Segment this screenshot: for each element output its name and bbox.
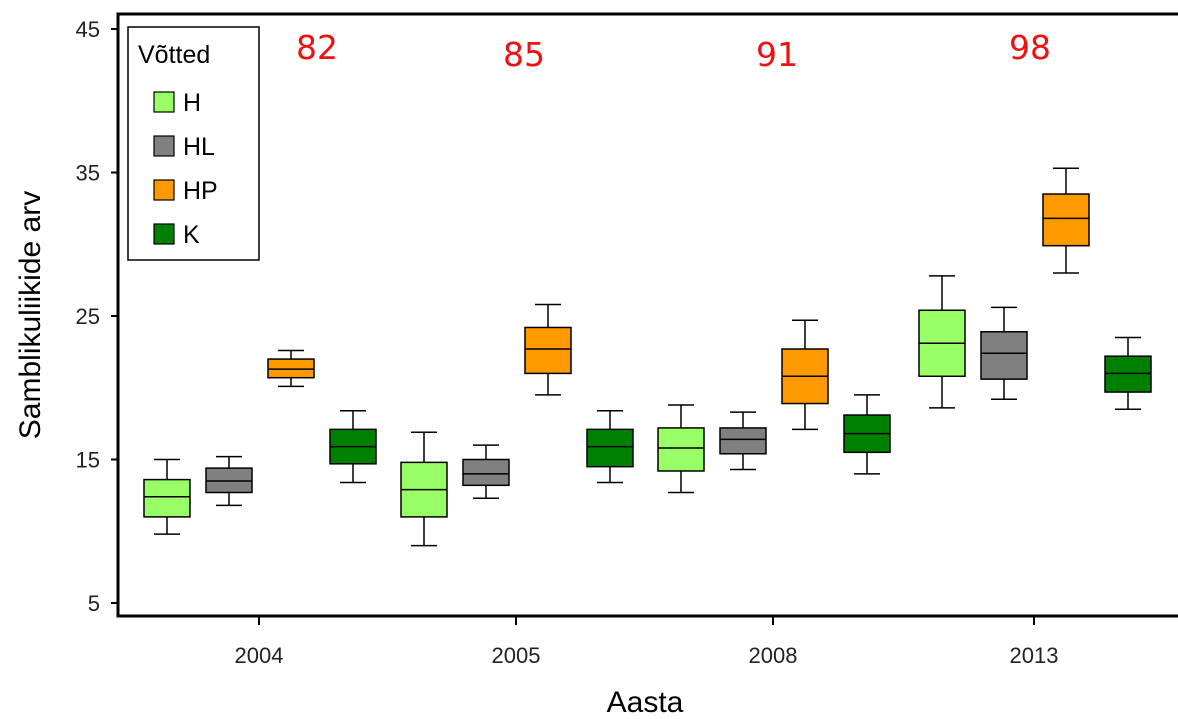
y-tick-label: 5 bbox=[88, 591, 100, 616]
legend: Võtted H HL HP K bbox=[127, 26, 260, 261]
legend-label-h: H bbox=[183, 89, 201, 117]
box-hl-2008 bbox=[719, 411, 767, 471]
box-iqr bbox=[657, 427, 705, 472]
boxes-layer bbox=[143, 167, 1152, 547]
box-k-2004 bbox=[329, 409, 377, 484]
x-tick-label: 2013 bbox=[1010, 643, 1059, 668]
box-h-2013 bbox=[918, 275, 966, 409]
legend-title: Võtted bbox=[138, 41, 210, 69]
box-hp-2013 bbox=[1042, 167, 1090, 274]
box-k-2005 bbox=[586, 409, 634, 484]
box-hp-2005 bbox=[524, 303, 572, 396]
box-iqr bbox=[586, 428, 634, 468]
count-annotation: 91 bbox=[756, 35, 798, 74]
legend-swatch-hp bbox=[153, 179, 175, 201]
count-annotation: 85 bbox=[503, 35, 545, 74]
legend-swatch-k bbox=[153, 223, 175, 245]
y-tick-label: 15 bbox=[76, 448, 100, 473]
legend-label-k: K bbox=[183, 221, 200, 249]
box-hl-2013 bbox=[980, 306, 1028, 400]
legend-swatch-h bbox=[153, 91, 175, 113]
box-h-2004 bbox=[143, 458, 191, 535]
count-annotations: 82 85 91 98 bbox=[296, 28, 1051, 74]
y-tick-label: 45 bbox=[76, 17, 100, 42]
x-tick-label: 2008 bbox=[749, 643, 798, 668]
legend-label-hl: HL bbox=[183, 133, 215, 161]
legend-box bbox=[127, 26, 260, 261]
count-annotation: 98 bbox=[1009, 28, 1051, 67]
plot-area: 5 15 25 35 45 2004 2005 2008 2013 bbox=[76, 12, 1178, 668]
box-h-2008 bbox=[657, 404, 705, 494]
x-axis-title: Aasta bbox=[607, 686, 684, 719]
count-annotation: 82 bbox=[296, 28, 338, 67]
box-k-2013 bbox=[1104, 336, 1152, 411]
x-tick-label: 2005 bbox=[492, 643, 541, 668]
box-iqr bbox=[980, 331, 1028, 380]
box-hl-2004 bbox=[205, 455, 253, 507]
box-iqr bbox=[524, 326, 572, 375]
y-axis-title: Samblikuliikide arv bbox=[14, 191, 47, 439]
legend-swatch-hl bbox=[153, 135, 175, 157]
box-iqr bbox=[462, 458, 510, 487]
box-iqr bbox=[719, 427, 767, 455]
box-k-2008 bbox=[843, 394, 891, 475]
box-hl-2005 bbox=[462, 444, 510, 499]
y-tick-label: 35 bbox=[76, 161, 100, 186]
box-iqr bbox=[143, 478, 191, 518]
plot-frame bbox=[116, 12, 1178, 618]
legend-label-hp: HP bbox=[183, 177, 218, 205]
box-h-2005 bbox=[400, 431, 448, 547]
x-tick-label: 2004 bbox=[235, 643, 284, 668]
box-hp-2008 bbox=[781, 319, 829, 431]
y-tick-label: 25 bbox=[76, 304, 100, 329]
box-hp-2004 bbox=[267, 349, 315, 388]
box-iqr bbox=[1042, 193, 1090, 247]
